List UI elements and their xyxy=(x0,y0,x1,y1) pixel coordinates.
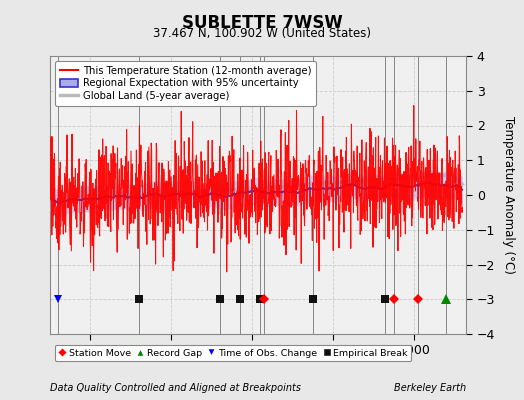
Text: 37.467 N, 100.902 W (United States): 37.467 N, 100.902 W (United States) xyxy=(153,27,371,40)
Text: Berkeley Earth: Berkeley Earth xyxy=(394,383,466,393)
Text: Data Quality Controlled and Aligned at Breakpoints: Data Quality Controlled and Aligned at B… xyxy=(50,383,301,393)
Legend: This Temperature Station (12-month average), Regional Expectation with 95% uncer: This Temperature Station (12-month avera… xyxy=(55,61,316,106)
Y-axis label: Temperature Anomaly (°C): Temperature Anomaly (°C) xyxy=(501,116,515,274)
Text: SUBLETTE 7WSW: SUBLETTE 7WSW xyxy=(182,14,342,32)
Legend: Station Move, Record Gap, Time of Obs. Change, Empirical Break: Station Move, Record Gap, Time of Obs. C… xyxy=(54,345,411,361)
